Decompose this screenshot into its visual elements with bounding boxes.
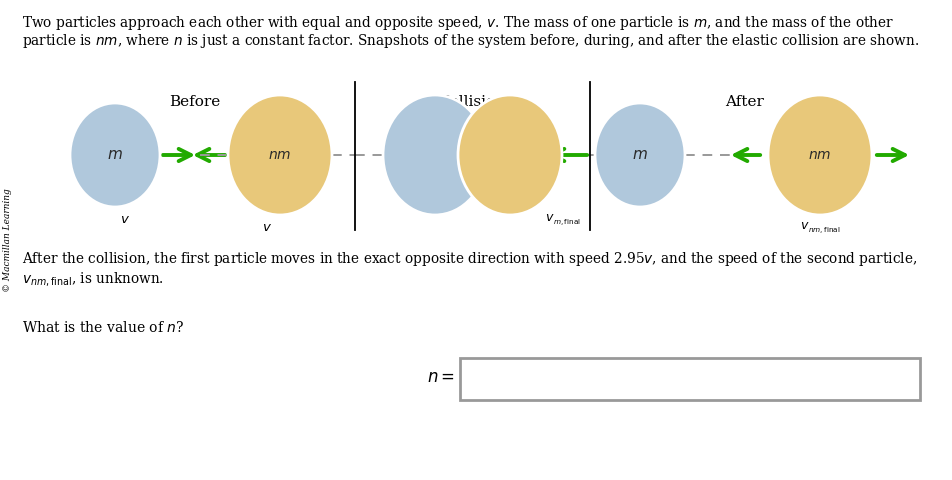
Text: particle is $nm$, where $n$ is just a constant factor. Snapshots of the system b: particle is $nm$, where $n$ is just a co… <box>22 32 919 50</box>
Text: © Macmillan Learning: © Macmillan Learning <box>4 188 12 292</box>
FancyBboxPatch shape <box>460 358 919 400</box>
Text: $nm$: $nm$ <box>807 148 831 162</box>
Ellipse shape <box>383 95 486 215</box>
Ellipse shape <box>69 103 160 207</box>
Text: $_{m,\mathrm{final}}$: $_{m,\mathrm{final}}$ <box>552 217 580 228</box>
Ellipse shape <box>594 103 684 207</box>
Text: Collision: Collision <box>438 95 505 109</box>
Text: After the collision, the first particle moves in the exact opposite direction wi: After the collision, the first particle … <box>22 250 916 268</box>
Text: $m$: $m$ <box>107 148 123 162</box>
Ellipse shape <box>767 95 871 215</box>
Text: $m$: $m$ <box>631 148 647 162</box>
Text: $v$: $v$ <box>262 221 271 234</box>
Text: What is the value of $n$?: What is the value of $n$? <box>22 320 184 335</box>
Text: $n =$: $n =$ <box>426 370 454 386</box>
Text: After: After <box>724 95 764 109</box>
Text: $v$: $v$ <box>120 213 129 226</box>
Ellipse shape <box>458 95 562 215</box>
Text: $v$: $v$ <box>799 219 808 232</box>
Text: $v_{nm,\mathrm{final}}$, is unknown.: $v_{nm,\mathrm{final}}$, is unknown. <box>22 270 164 288</box>
Text: $nm$: $nm$ <box>268 148 291 162</box>
Text: Before: Before <box>169 95 221 109</box>
Text: $_{nm,\mathrm{final}}$: $_{nm,\mathrm{final}}$ <box>807 225 840 236</box>
Ellipse shape <box>228 95 331 215</box>
Text: Two particles approach each other with equal and opposite speed, $v$. The mass o: Two particles approach each other with e… <box>22 14 893 32</box>
Text: $v$: $v$ <box>545 211 554 224</box>
